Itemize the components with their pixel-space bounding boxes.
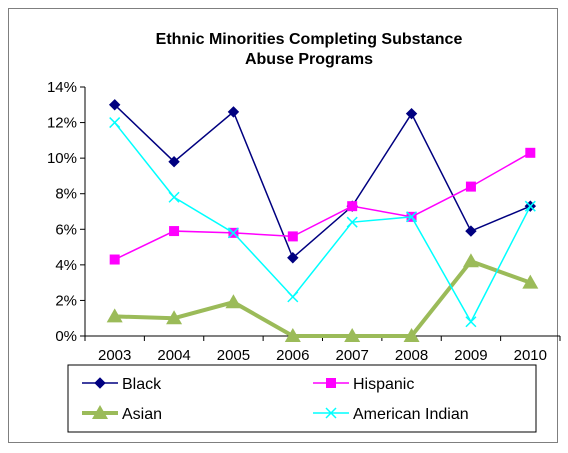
y-tick-label: 14% bbox=[47, 79, 77, 96]
y-tick-label: 4% bbox=[55, 257, 77, 274]
legend-label-black: Black bbox=[122, 376, 162, 393]
x-tick-label: 2005 bbox=[217, 347, 250, 364]
legend-label-asian: Asian bbox=[122, 406, 162, 423]
legend-swatch-marker bbox=[326, 378, 336, 388]
x-marker-stroke bbox=[168, 191, 180, 203]
x-tick-label: 2007 bbox=[336, 347, 369, 364]
chart-title-line-2: Abuse Programs bbox=[245, 51, 373, 68]
data-point-american-indian bbox=[109, 117, 121, 129]
x-marker-stroke bbox=[346, 216, 358, 228]
legend-swatch-marker bbox=[94, 377, 106, 389]
legend-item-hispanic: Hispanic bbox=[313, 376, 414, 393]
data-point-american-indian bbox=[524, 200, 536, 212]
legend-item-asian: Asian bbox=[82, 405, 162, 423]
series-layer bbox=[106, 99, 539, 342]
data-point-asian bbox=[166, 310, 183, 325]
data-point-black bbox=[227, 106, 240, 118]
x-marker-stroke bbox=[109, 117, 121, 129]
x-marker-stroke bbox=[287, 291, 299, 303]
data-point-asian bbox=[344, 328, 361, 342]
data-point-asian bbox=[106, 308, 123, 323]
x-marker-stroke bbox=[406, 211, 418, 223]
data-point-asian bbox=[462, 253, 479, 268]
data-point-asian bbox=[403, 328, 420, 342]
data-point-hispanic bbox=[109, 254, 120, 265]
data-point-american-indian bbox=[287, 291, 299, 303]
series-asian bbox=[106, 253, 539, 342]
data-point-hispanic bbox=[169, 226, 180, 237]
x-tick-label: 2006 bbox=[276, 347, 309, 364]
series-line-black bbox=[114, 104, 531, 259]
legend: Black Hispanic Asian American Indian bbox=[67, 364, 537, 433]
data-point-black bbox=[108, 99, 121, 111]
x-tick-label: 2009 bbox=[454, 347, 487, 364]
data-point-asian bbox=[284, 328, 301, 342]
data-point-american-indian bbox=[406, 211, 418, 223]
legend-item-black: Black bbox=[82, 376, 162, 393]
data-point-hispanic bbox=[347, 201, 358, 212]
data-point-hispanic bbox=[465, 181, 476, 192]
data-point-black bbox=[287, 252, 299, 264]
y-tick-label: 8% bbox=[55, 186, 77, 203]
legend-label-hispanic: Hispanic bbox=[353, 376, 414, 393]
series-black bbox=[108, 99, 537, 264]
x-tick-label: 2008 bbox=[395, 347, 428, 364]
data-point-hispanic bbox=[525, 147, 536, 158]
x-marker-stroke bbox=[227, 227, 239, 239]
y-tick-label: 0% bbox=[55, 328, 77, 345]
x-tick-label: 2003 bbox=[98, 347, 131, 364]
data-point-black bbox=[465, 225, 477, 237]
legend-item-american-indian: American Indian bbox=[313, 406, 469, 423]
x-marker-stroke bbox=[465, 316, 477, 328]
legend-swatch-marker bbox=[92, 405, 108, 419]
legend-box bbox=[67, 364, 537, 433]
data-point-hispanic bbox=[287, 231, 298, 242]
legend-swatch-marker bbox=[325, 407, 337, 419]
data-point-american-indian bbox=[227, 227, 239, 239]
x-tick-label: 2010 bbox=[514, 347, 547, 364]
y-tick-label: 12% bbox=[47, 115, 77, 132]
series-line-hispanic bbox=[114, 152, 531, 261]
chart-title-line-1: Ethnic Minorities Completing Substance bbox=[156, 31, 463, 48]
series-line-asian bbox=[114, 258, 531, 338]
data-point-american-indian bbox=[168, 191, 180, 203]
series-line-american-indian bbox=[114, 122, 531, 324]
y-tick-label: 6% bbox=[55, 221, 77, 238]
x-tick-label: 2004 bbox=[157, 347, 190, 364]
series-american-indian bbox=[109, 117, 536, 328]
data-point-american-indian bbox=[465, 316, 477, 328]
axes: 0% 2% 4% 6% 8% 10% 12% 14% 2003 2004 2005 2006 2007 2… bbox=[47, 79, 561, 364]
data-point-american-indian bbox=[346, 216, 358, 228]
data-point-black bbox=[405, 107, 418, 120]
y-tick-label: 10% bbox=[47, 150, 77, 167]
data-point-asian bbox=[225, 294, 242, 309]
y-tick-label: 2% bbox=[55, 292, 77, 309]
data-point-black bbox=[168, 155, 180, 168]
x-marker-stroke bbox=[325, 407, 337, 419]
data-point-asian bbox=[522, 274, 539, 289]
legend-label-american-indian: American Indian bbox=[353, 406, 469, 423]
x-marker-stroke bbox=[524, 200, 536, 212]
